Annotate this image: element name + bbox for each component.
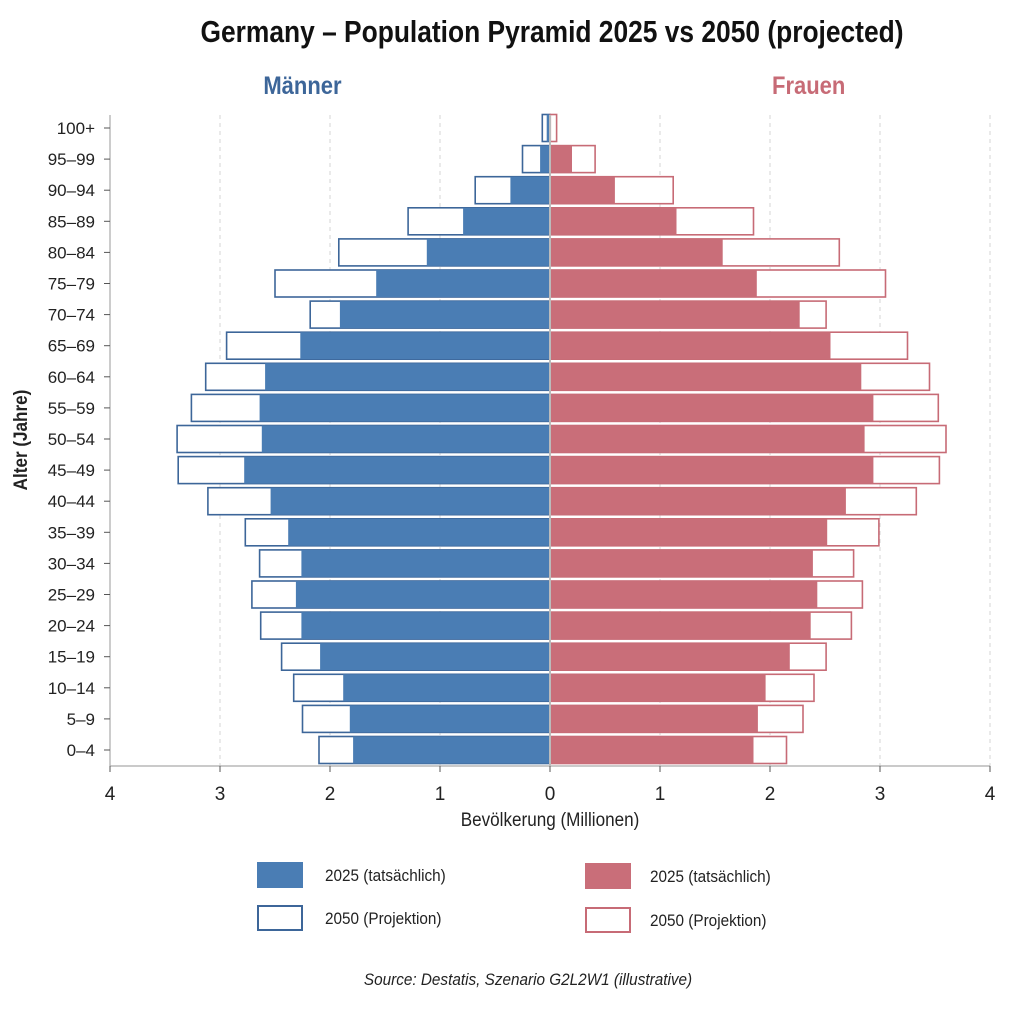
men-label: Männer (263, 72, 342, 100)
y-tick-label: 45–49 (48, 461, 95, 480)
women-2025-bar (550, 425, 865, 453)
men-2025-bar (265, 363, 550, 391)
y-tick-label: 15–19 (48, 648, 95, 667)
men-2025-bar (261, 425, 550, 453)
legend-swatch-men-2025 (257, 862, 303, 888)
y-tick-label: 85–89 (48, 212, 95, 231)
source-note: Source: Destatis, Szenario G2L2W1 (illus… (363, 970, 693, 989)
x-tick-label: 2 (765, 784, 776, 805)
x-tick-label: 4 (985, 784, 996, 805)
women-2025-bar (550, 705, 758, 733)
women-2025-bar (550, 456, 874, 484)
y-tick-label: 50–54 (48, 430, 95, 449)
women-label: Frauen (772, 72, 846, 100)
x-tick-label: 1 (435, 784, 446, 805)
women-2025-bar (550, 518, 828, 546)
y-tick-label: 30–34 (48, 554, 95, 573)
y-tick-label: 100+ (57, 119, 95, 138)
men-2025-bar (463, 207, 550, 235)
x-tick-label: 2 (325, 784, 336, 805)
men-2025-bar (295, 581, 550, 608)
x-tick-label: 3 (215, 784, 226, 805)
women-2025-bar (550, 238, 723, 266)
y-tick-label: 75–79 (48, 275, 95, 294)
legend-label-men-2025: 2025 (tatsächlich) (325, 866, 446, 885)
legend-swatch-men-2050 (257, 905, 303, 931)
men-2025-bar (343, 674, 550, 702)
y-tick-label: 5–9 (67, 710, 95, 729)
y-tick-label: 70–74 (48, 306, 95, 325)
legend-swatch-women-2025 (585, 863, 631, 889)
y-tick-label: 40–44 (48, 492, 95, 511)
men-2025-bar (320, 643, 550, 671)
women-2025-bar (550, 270, 757, 297)
women-2025-bar (550, 363, 862, 391)
y-tick-label: 80–84 (48, 243, 95, 262)
women-2025-bar (550, 581, 818, 608)
men-2025-bar (540, 145, 550, 173)
men-2025-bar (546, 114, 550, 142)
men-2025-bar (510, 176, 550, 204)
women-2025-bar (550, 301, 800, 329)
men-2025-bar (300, 332, 550, 360)
y-tick-label: 65–69 (48, 337, 95, 356)
women-2025-bar (550, 674, 766, 702)
men-2025-bar (376, 270, 550, 297)
men-2025-bar (270, 487, 550, 515)
women-2025-bar (550, 176, 615, 204)
women-2025-bar (550, 612, 811, 640)
men-2025-bar (426, 238, 550, 266)
y-tick-label: 0–4 (67, 741, 95, 760)
men-2025-bar (301, 612, 550, 640)
y-tick-label: 35–39 (48, 523, 95, 542)
men-2025-bar (244, 456, 550, 484)
men-2025-bar (288, 518, 550, 546)
chart-title: Germany – Population Pyramid 2025 vs 205… (200, 14, 904, 49)
x-tick-label: 3 (875, 784, 886, 805)
men-2025-bar (259, 394, 550, 422)
men-2025-bar (349, 705, 550, 733)
women-2025-bar (550, 207, 677, 235)
women-2025-bar (550, 487, 846, 515)
y-tick-label: 60–64 (48, 368, 95, 387)
women-2025-bar (550, 145, 572, 173)
x-axis-label: Bevölkerung (Millionen) (461, 809, 640, 830)
x-tick-label: 1 (655, 784, 666, 805)
y-tick-label: 90–94 (48, 181, 95, 200)
men-2025-bar (339, 301, 550, 329)
y-tick-label: 95–99 (48, 150, 95, 169)
y-axis-label: Alter (Jahre) (10, 390, 31, 491)
x-tick-label: 4 (105, 784, 116, 805)
y-tick-label: 20–24 (48, 617, 95, 636)
legend-label-women-2025: 2025 (tatsächlich) (650, 867, 771, 886)
y-tick-label: 25–29 (48, 586, 95, 605)
women-2025-bar (550, 549, 813, 577)
women-2025-bar (550, 643, 790, 671)
women-2025-bar (550, 332, 831, 360)
men-2025-bar (301, 549, 550, 577)
men-2025-bar (353, 736, 550, 764)
legend-label-men-2050: 2050 (Projektion) (325, 909, 442, 928)
women-2025-bar (550, 736, 754, 764)
y-tick-label: 55–59 (48, 399, 95, 418)
legend-label-women-2050: 2050 (Projektion) (650, 911, 767, 930)
women-2025-bar (550, 394, 874, 422)
x-tick-label: 0 (545, 784, 556, 805)
legend-swatch-women-2050 (585, 907, 631, 933)
y-tick-label: 10–14 (48, 679, 95, 698)
